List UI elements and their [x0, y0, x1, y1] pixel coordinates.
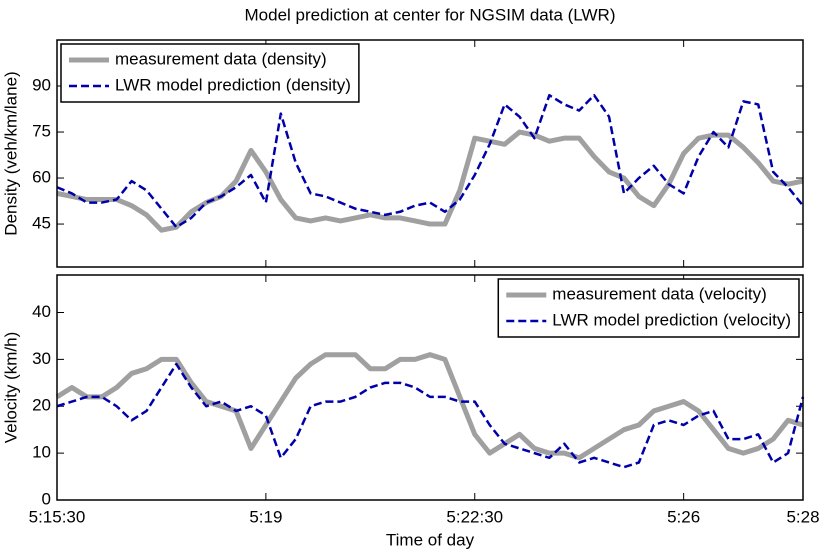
- plot-frame: [56, 39, 804, 268]
- x-tick-label: 5:26: [667, 507, 700, 526]
- legend-label: measurement data (velocity): [552, 284, 766, 303]
- y-tick-label: 40: [32, 302, 51, 321]
- y-tick-label: 75: [32, 122, 51, 141]
- line-series: [55, 352, 804, 461]
- y-tick-label: 20: [32, 396, 51, 415]
- legend-label: LWR model prediction (velocity): [552, 310, 791, 329]
- y-tick-label: 90: [32, 75, 51, 94]
- y-tick-label: 0: [42, 489, 51, 508]
- x-tick-label: 5:19: [249, 507, 282, 526]
- x-tick-label: 5:28: [786, 507, 819, 526]
- legend-box: [497, 278, 800, 338]
- y-tick-label: 10: [32, 443, 51, 462]
- x-axis-label: Time of day: [386, 530, 475, 549]
- y-axis-label: Velocity (km/h): [1, 332, 20, 443]
- x-tick-label: 5:15:30: [29, 507, 86, 526]
- chart-title: Model prediction at center for NGSIM dat…: [245, 5, 616, 24]
- line-series: [56, 362, 805, 469]
- y-axis-label: Density (veh/km/lane): [1, 71, 20, 235]
- y-tick-label: 30: [32, 349, 51, 368]
- legend-label: measurement data (density): [115, 49, 327, 68]
- legend-label: LWR model prediction (density): [115, 75, 351, 94]
- plot-frame: [56, 274, 804, 501]
- x-tick-label: 5:22:30: [446, 507, 503, 526]
- line-series: [56, 129, 804, 233]
- line-series: [56, 93, 804, 229]
- y-tick-label: 60: [32, 168, 51, 187]
- y-tick-label: 45: [32, 214, 51, 233]
- legend-box: [60, 43, 360, 103]
